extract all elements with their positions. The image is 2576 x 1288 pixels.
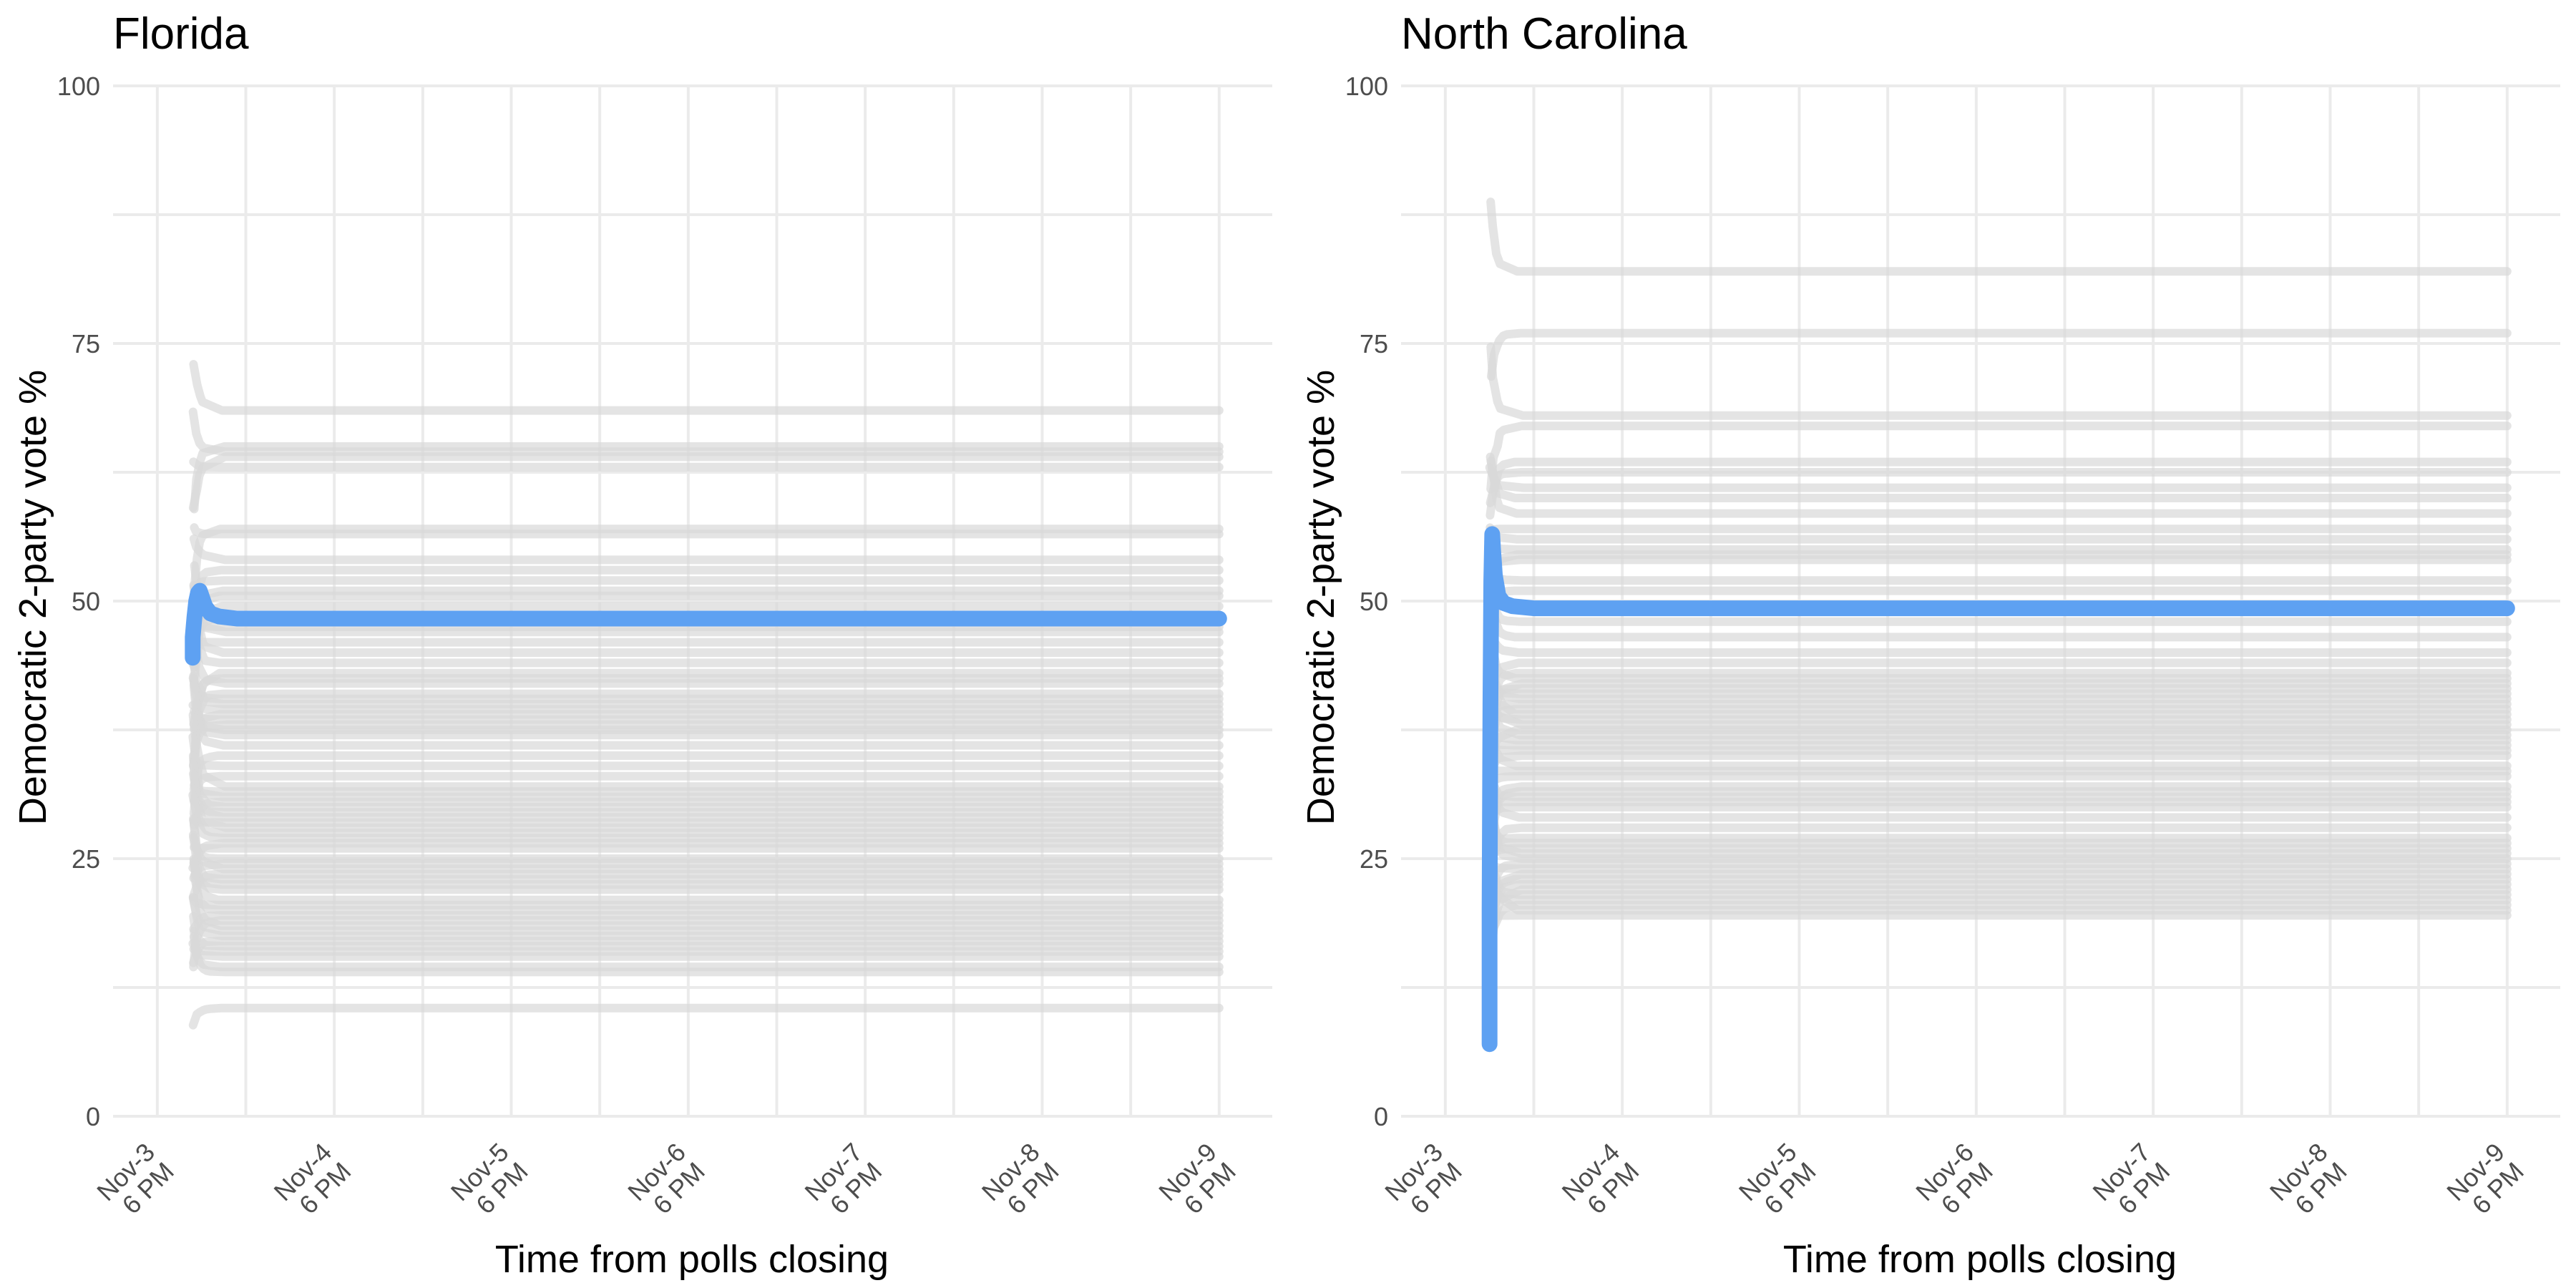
county-line: [190, 576, 1224, 592]
x-tick-label: Nov-56 PM: [1733, 1137, 1822, 1226]
county-line: [190, 927, 1224, 977]
county-line: [1485, 765, 2512, 776]
county-line: [188, 407, 1224, 457]
florida-y-axis-title: Democratic 2-party vote %: [11, 370, 54, 825]
north-carolina-panel: North Carolina 0 25 50 75 100 Nov-36 PM Nov-4…: [1299, 9, 2560, 1281]
y-tick-label: 50: [1360, 587, 1388, 616]
y-tick-label: 0: [1374, 1102, 1388, 1131]
county-line: [1485, 911, 2512, 923]
florida-gridlines: [113, 84, 1272, 1118]
county-line: [1485, 452, 2512, 518]
county-line: [190, 632, 1224, 647]
county-line: [189, 945, 1224, 956]
county-line: [190, 843, 1224, 853]
state-series-line: [185, 582, 1227, 666]
x-tick-label: Nov-46 PM: [268, 1137, 357, 1226]
county-line: [189, 756, 1224, 771]
x-tick-label: Nov-46 PM: [1556, 1137, 1645, 1226]
county-line: [1485, 567, 2512, 585]
florida-x-tick-labels: Nov-36 PM Nov-46 PM Nov-56 PM Nov-66 PM Nov-…: [91, 1137, 1241, 1226]
county-line: [1485, 555, 2512, 580]
y-tick-label: 75: [1360, 329, 1388, 358]
x-tick-label: Nov-76 PM: [2087, 1137, 2175, 1226]
x-tick-label: Nov-36 PM: [91, 1137, 180, 1226]
north-carolina-y-axis-title: Democratic 2-party vote %: [1299, 370, 1342, 825]
y-tick-label: 100: [57, 72, 100, 101]
county-line: [1485, 795, 2512, 806]
county-line: [1486, 457, 2512, 502]
x-tick-label: Nov-86 PM: [2264, 1137, 2353, 1226]
county-line: [189, 457, 1224, 472]
florida-y-tick-labels: 0 25 50 75 100: [57, 72, 100, 1131]
county-line: [1487, 328, 2512, 381]
state-series-line: [1481, 526, 2515, 1053]
florida-chart-title: Florida: [113, 9, 249, 59]
county-line: [189, 854, 1224, 930]
north-carolina-x-axis-title: Time from polls closing: [1783, 1238, 2177, 1281]
x-tick-label: Nov-96 PM: [2441, 1137, 2529, 1226]
county-line: [1486, 421, 2512, 494]
county-line: [189, 816, 1224, 827]
florida-county-lines: [188, 360, 1224, 1030]
county-line: [190, 523, 1224, 539]
y-tick-label: 100: [1345, 72, 1388, 101]
x-tick-label: Nov-76 PM: [799, 1137, 887, 1226]
county-line: [188, 1003, 1224, 1030]
county-line: [188, 701, 1224, 714]
county-line: [1485, 736, 2512, 750]
x-tick-label: Nov-56 PM: [445, 1137, 534, 1226]
north-carolina-y-tick-labels: 0 25 50 75 100: [1345, 72, 1388, 1131]
county-line: [1486, 342, 2512, 420]
x-tick-label: Nov-96 PM: [1153, 1137, 1241, 1226]
county-line: [1486, 197, 2512, 276]
x-tick-label: Nov-66 PM: [622, 1137, 711, 1226]
north-carolina-chart-title: North Carolina: [1401, 9, 1687, 59]
north-carolina-state-series: [1481, 526, 2515, 1053]
north-carolina-county-lines: [1485, 197, 2512, 960]
county-line: [189, 360, 1224, 415]
county-line: [1487, 540, 2512, 554]
x-tick-label: Nov-36 PM: [1379, 1137, 1468, 1226]
florida-state-series: [185, 582, 1227, 666]
north-carolina-x-tick-labels: Nov-36 PM Nov-46 PM Nov-56 PM Nov-66 PM Nov-…: [1379, 1137, 2529, 1226]
x-tick-label: Nov-86 PM: [976, 1137, 1065, 1226]
florida-x-axis-title: Time from polls closing: [495, 1238, 889, 1281]
y-tick-label: 25: [1360, 844, 1388, 874]
x-tick-label: Nov-66 PM: [1910, 1137, 1999, 1226]
y-tick-label: 25: [72, 844, 100, 874]
county-line: [1485, 525, 2512, 535]
y-tick-label: 0: [86, 1102, 100, 1131]
county-line: [189, 535, 1224, 565]
county-line: [1485, 742, 2512, 755]
y-tick-label: 50: [72, 587, 100, 616]
y-tick-label: 75: [72, 329, 100, 358]
